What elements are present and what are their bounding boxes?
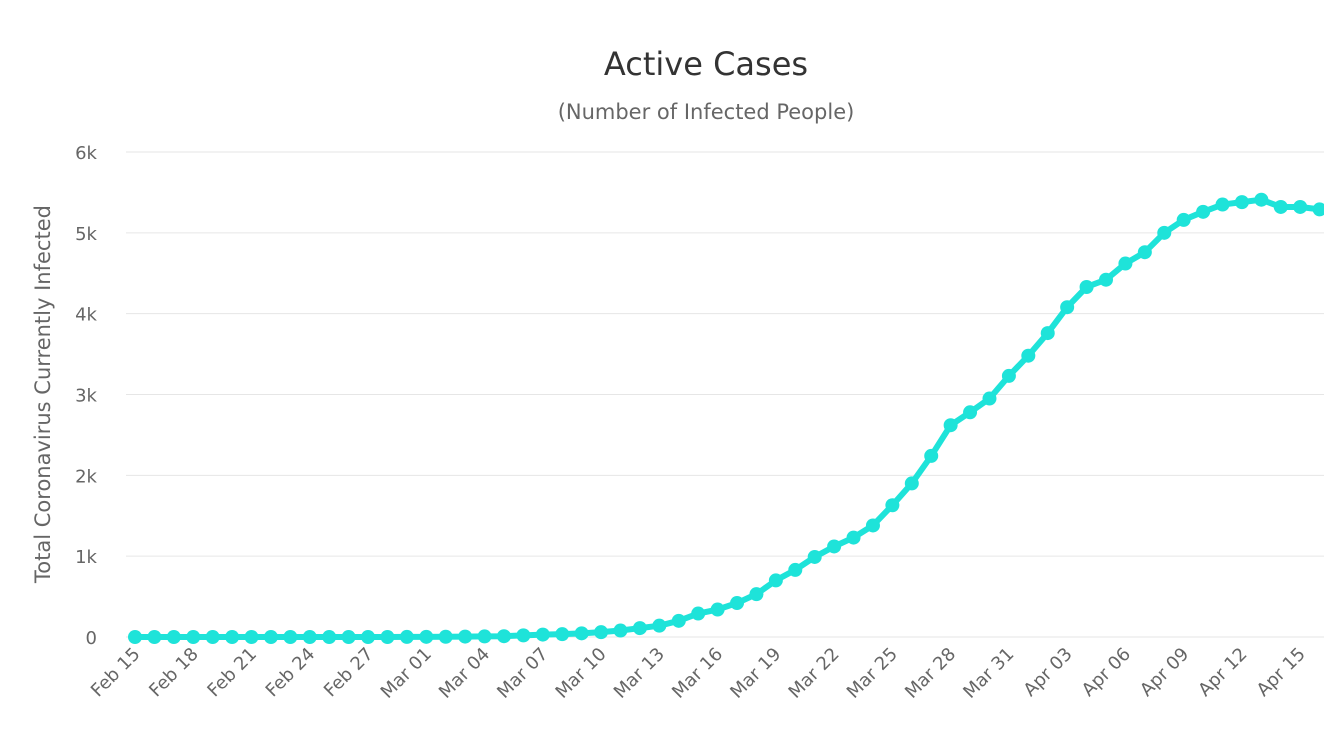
point [361,630,376,644]
point [1060,300,1075,315]
x-tick-label: Mar 13 [610,644,669,703]
x-tick-label: Mar 04 [435,644,494,703]
point [865,518,880,533]
x-tick-label: Mar 28 [901,644,960,703]
point [166,630,181,644]
point [1040,326,1055,341]
x-tick-label: Feb 15 [87,644,145,702]
point [535,627,550,642]
point [1254,192,1269,207]
point [594,625,609,640]
point [1234,195,1249,210]
point [749,587,764,602]
y-tick-label: 3k [75,386,97,407]
point [186,630,201,644]
x-tick-label: Mar 07 [493,644,552,703]
y-tick-label: 1k [75,547,97,568]
point [943,418,958,433]
x-tick-label: Mar 10 [552,644,611,703]
point [768,573,783,588]
x-tick-label: Apr 06 [1078,644,1135,701]
point [807,549,822,564]
point [788,562,803,577]
chart-title: Active Cases [604,45,808,83]
point [477,629,492,644]
point [263,630,278,644]
point [574,626,589,641]
x-tick-label: Feb 18 [145,644,203,702]
y-tick-label: 5k [75,224,97,245]
point [205,630,220,644]
point [1157,225,1172,240]
y-tick-label: 4k [75,305,97,326]
point [613,623,628,638]
point [380,630,395,644]
point [225,630,240,644]
point [982,391,997,406]
x-tick-label: Mar 16 [668,644,727,703]
point [1215,197,1230,212]
y-tick-label: 2k [75,466,97,487]
point [555,627,570,642]
point [1021,348,1036,363]
point [904,476,919,491]
point [1196,204,1211,219]
point [691,606,706,621]
point [1001,368,1016,383]
point [710,602,725,617]
x-tick-label: Mar 01 [377,644,436,703]
point [924,448,939,463]
y-tick-label: 6k [75,143,97,164]
x-tick-label: Apr 09 [1136,644,1193,701]
point [671,613,686,628]
point [341,630,356,644]
point [827,539,842,554]
chart-subtitle: (Number of Infected People) [558,100,855,124]
x-tick-label: Mar 22 [785,644,844,703]
x-tick-label: Mar 25 [843,644,902,703]
point [963,405,978,420]
x-tick-label: Mar 19 [726,644,785,703]
point [496,629,511,644]
line [135,196,1320,640]
y-tick-label: 0 [86,628,97,649]
point [244,630,259,644]
point [730,596,745,611]
x-tick-label: Apr 15 [1253,644,1310,701]
point [1137,245,1152,260]
point [846,530,861,545]
point [128,630,142,644]
point [1273,199,1288,214]
point [458,629,473,644]
point [302,630,317,644]
point [885,498,900,513]
point [1099,272,1113,287]
x-tick-label: Mar 31 [959,644,1018,703]
point [1293,199,1308,214]
point [438,629,453,644]
x-tick-label: Feb 24 [262,644,320,702]
x-tick-label: Apr 03 [1020,644,1077,701]
point [283,630,298,644]
point [1118,256,1133,271]
point [1312,202,1324,217]
x-tick-label: Apr 12 [1194,644,1251,701]
point [419,629,434,644]
point [632,621,647,636]
x-tick-label: Feb 21 [203,644,261,702]
point [516,628,531,643]
point [1176,212,1191,227]
point [322,630,337,644]
x-tick-label: Feb 27 [320,644,378,702]
point [652,618,667,633]
point [399,629,414,644]
point [1079,279,1094,294]
point [147,630,162,644]
y-axis-label: Total Coronavirus Currently Infected [31,205,55,584]
